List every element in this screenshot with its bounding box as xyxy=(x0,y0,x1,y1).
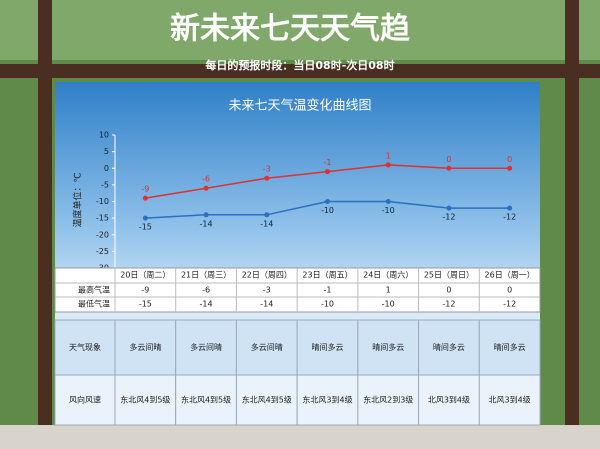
y-tick-label: -20 xyxy=(96,230,109,239)
data-label: -10 xyxy=(321,206,334,215)
x-tick-label: 21日（周三） xyxy=(181,271,231,280)
y-tick-label: 10 xyxy=(99,131,109,140)
y-tick-label: -15 xyxy=(96,214,109,223)
y-axis-label: 温度单位：℃ xyxy=(72,172,84,227)
table-cell xyxy=(235,319,298,376)
table-text: 东北风4到5级 xyxy=(242,395,292,405)
window-frame xyxy=(38,0,52,449)
chart-title: 未来七天气温变化曲线图 xyxy=(228,98,371,114)
data-label: -9 xyxy=(141,185,149,194)
data-point xyxy=(446,165,452,171)
table-text: 北风3到4级 xyxy=(428,395,470,405)
data-point xyxy=(507,205,513,211)
data-label: -3 xyxy=(263,165,271,174)
table-text: 天气现象 xyxy=(69,342,101,352)
table-cell xyxy=(175,319,237,376)
table-text: 东北风4到5级 xyxy=(181,395,231,405)
y-tick-label: -25 xyxy=(96,247,109,256)
table-text: 风向风速 xyxy=(69,395,101,405)
table-cell xyxy=(296,374,359,426)
table-value: -10 xyxy=(382,300,395,309)
data-point xyxy=(264,212,270,218)
table-text: 北风3到4级 xyxy=(489,395,531,405)
table-value: -12 xyxy=(503,300,516,309)
data-label: 0 xyxy=(446,155,451,164)
table-cell xyxy=(478,319,541,376)
data-label: -10 xyxy=(382,206,395,215)
table-text: 多云间晴 xyxy=(251,342,283,352)
legend-label: 最低气温 xyxy=(78,299,110,309)
table-text: 晴间多云 xyxy=(433,342,465,352)
data-label: -15 xyxy=(139,223,152,232)
window-frame xyxy=(565,0,579,449)
table-text: 东北风2到3级 xyxy=(363,395,413,405)
table-text: 多云间晴 xyxy=(129,342,161,352)
foliage xyxy=(0,0,600,60)
x-tick-label: 23日（周五） xyxy=(302,271,352,280)
data-label: -14 xyxy=(260,219,273,228)
x-tick-label: 26日（周一） xyxy=(485,271,535,280)
data-label: -12 xyxy=(442,213,455,222)
data-point xyxy=(264,175,270,181)
table-value: -3 xyxy=(263,286,271,295)
y-tick-label: 0 xyxy=(104,164,109,173)
data-point xyxy=(142,195,148,201)
table-value: 0 xyxy=(446,286,451,295)
table-value: -10 xyxy=(321,300,334,309)
legend-label: 最高气温 xyxy=(78,285,110,295)
table-cell xyxy=(357,319,420,376)
data-point xyxy=(203,185,209,191)
y-tick-label: 5 xyxy=(104,147,109,156)
data-point xyxy=(325,199,330,204)
data-label: -14 xyxy=(200,219,213,228)
data-point xyxy=(203,212,209,218)
table-value: -15 xyxy=(139,300,152,309)
table-value: 1 xyxy=(386,286,391,295)
x-tick-label: 22日（周四） xyxy=(242,271,292,280)
data-point xyxy=(142,215,148,221)
sill xyxy=(0,425,600,449)
table-value: -6 xyxy=(202,286,210,295)
table-cell xyxy=(296,319,359,376)
table-text: 晴间多云 xyxy=(372,342,404,352)
data-point xyxy=(446,205,452,211)
table-cell xyxy=(418,374,480,426)
y-tick-label: -5 xyxy=(101,180,109,189)
subtitle: 每日的预报时段：当日08时-次日08时 xyxy=(205,58,394,72)
data-label: -12 xyxy=(503,213,516,222)
table-value: -14 xyxy=(200,300,213,309)
window-frame xyxy=(0,64,600,78)
x-tick-label: 20日（周二） xyxy=(120,271,170,280)
data-label: -1 xyxy=(324,158,332,167)
table-text: 多云间晴 xyxy=(190,342,222,352)
data-point xyxy=(385,162,391,168)
table-cell xyxy=(114,374,177,426)
data-point xyxy=(507,165,513,171)
y-tick-label: -10 xyxy=(96,197,109,206)
title: 新未来七天天气趋 xyxy=(170,12,411,47)
table-text: 晴间多云 xyxy=(494,342,526,352)
x-tick-label: 25日（周日） xyxy=(424,271,474,280)
table-cell xyxy=(114,319,177,376)
data-point xyxy=(385,199,391,204)
x-tick-label: 24日（周六） xyxy=(363,270,413,280)
table-cell xyxy=(54,374,116,426)
table-value: -9 xyxy=(141,286,149,295)
table-value: 0 xyxy=(507,286,512,295)
table-text: 东北风4到5级 xyxy=(120,395,170,405)
table-text: 东北风3到4级 xyxy=(302,395,352,405)
data-point xyxy=(325,169,330,175)
table-value: -1 xyxy=(324,286,332,295)
data-label: 1 xyxy=(386,151,391,160)
table-value: -14 xyxy=(260,300,273,309)
data-label: 0 xyxy=(507,155,512,164)
table-cell xyxy=(478,374,541,426)
table-text: 晴间多云 xyxy=(312,342,344,352)
table-value: -12 xyxy=(442,300,455,309)
data-label: -6 xyxy=(202,175,210,184)
